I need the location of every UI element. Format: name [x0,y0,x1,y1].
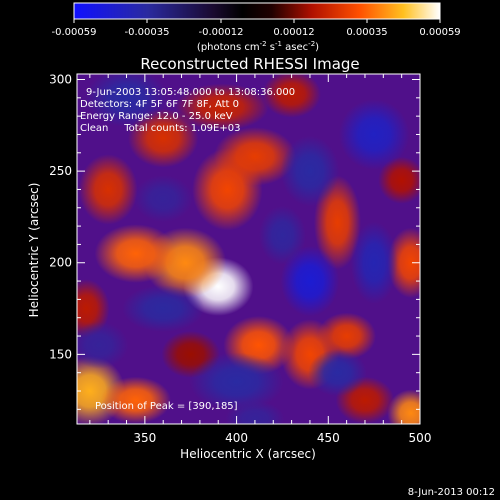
negative-blob [189,352,284,412]
emission-blob [262,74,321,118]
info-time-range: 9-Jun-2003 13:05:48.000 to 13:08:36.000 [86,87,295,98]
negative-blob [308,349,367,397]
x-tick-label: 450 [317,431,340,445]
colorbar-tick-label: -0.00012 [199,27,244,38]
emission-blob [100,376,171,424]
emission-blob [174,83,269,131]
colorbar [73,2,441,20]
colorbar-ticks [73,19,441,23]
negative-blob [280,135,340,207]
colorbar-tick-label: 0.00059 [419,27,460,38]
x-tick-label: 400 [225,431,248,445]
y-tick-label: 300 [49,72,72,86]
negative-blob [77,321,129,369]
colorbar-tick-label: -0.00035 [125,27,170,38]
info-clean-counts: Clean Total counts: 1.09E+03 [80,123,240,134]
peak-position-label: Position of Peak = [390,185] [95,401,238,412]
info-detectors: Detectors: 4F 5F 6F 7F 8F, Att 0 [80,99,239,110]
info-energy-range: Energy Range: 12.0 - 25.0 keV [80,111,233,122]
negative-blob [85,74,168,128]
y-axis-label: Heliocentric Y (arcsec) [27,183,41,318]
negative-blob [225,400,285,424]
negative-blob [258,205,306,265]
colorbar-unit-label: (photons cm-2 s-1 asec-2) [197,40,319,53]
negative-blob [338,99,410,170]
y-tick-label: 200 [49,256,72,270]
negative-blob [350,221,398,304]
y-tick-label: 150 [49,347,72,361]
axis-ticks: 350 400 450 500 150 200 250 300 [49,72,431,445]
x-tick-label: 350 [133,431,156,445]
negative-blob [133,175,193,223]
emission-blob [78,154,138,225]
plot-timestamp: 8-Jun-2013 00:12 [408,487,495,498]
y-tick-label: 250 [49,164,72,178]
x-tick-label: 500 [409,431,432,445]
chart-title: Reconstructed RHESSI Image [140,55,359,73]
colorbar-tick-label: 0.00012 [273,27,314,38]
emission-blob [387,227,420,298]
colorbar-tick-label: 0.00035 [346,27,387,38]
emission-blob [213,127,297,186]
emission-blob [378,156,420,204]
negative-blob [122,285,205,333]
heatmap-image [77,74,420,424]
emission-blob [387,389,420,424]
emission-blob [94,224,177,283]
plot-frame [76,73,421,425]
colorbar-tick-label: -0.00059 [52,27,97,38]
x-axis-label: Heliocentric X (arcsec) [180,447,316,461]
negative-blob [280,245,340,317]
emission-blob [317,312,376,360]
